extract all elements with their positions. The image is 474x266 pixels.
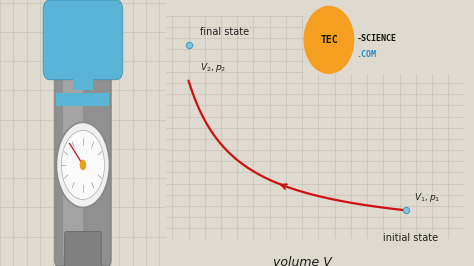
Bar bbox=[56, 93, 109, 106]
Text: TEC: TEC bbox=[320, 35, 338, 45]
Text: -SCIENCE: -SCIENCE bbox=[356, 34, 396, 43]
Text: pressure p: pressure p bbox=[116, 94, 128, 161]
Text: $V_2, p_2$: $V_2, p_2$ bbox=[200, 61, 226, 74]
Text: final state: final state bbox=[200, 27, 249, 37]
Text: $V_1, p_1$: $V_1, p_1$ bbox=[414, 191, 440, 204]
Circle shape bbox=[56, 122, 109, 207]
Text: initial state: initial state bbox=[383, 233, 438, 243]
Text: .COM: .COM bbox=[356, 50, 376, 59]
FancyBboxPatch shape bbox=[55, 64, 111, 266]
Circle shape bbox=[304, 6, 354, 73]
Circle shape bbox=[80, 160, 86, 170]
FancyBboxPatch shape bbox=[63, 72, 83, 258]
Bar bbox=[73, 64, 93, 90]
Circle shape bbox=[61, 130, 104, 200]
FancyBboxPatch shape bbox=[64, 231, 101, 266]
FancyBboxPatch shape bbox=[43, 0, 123, 80]
Text: volume V: volume V bbox=[273, 256, 331, 266]
